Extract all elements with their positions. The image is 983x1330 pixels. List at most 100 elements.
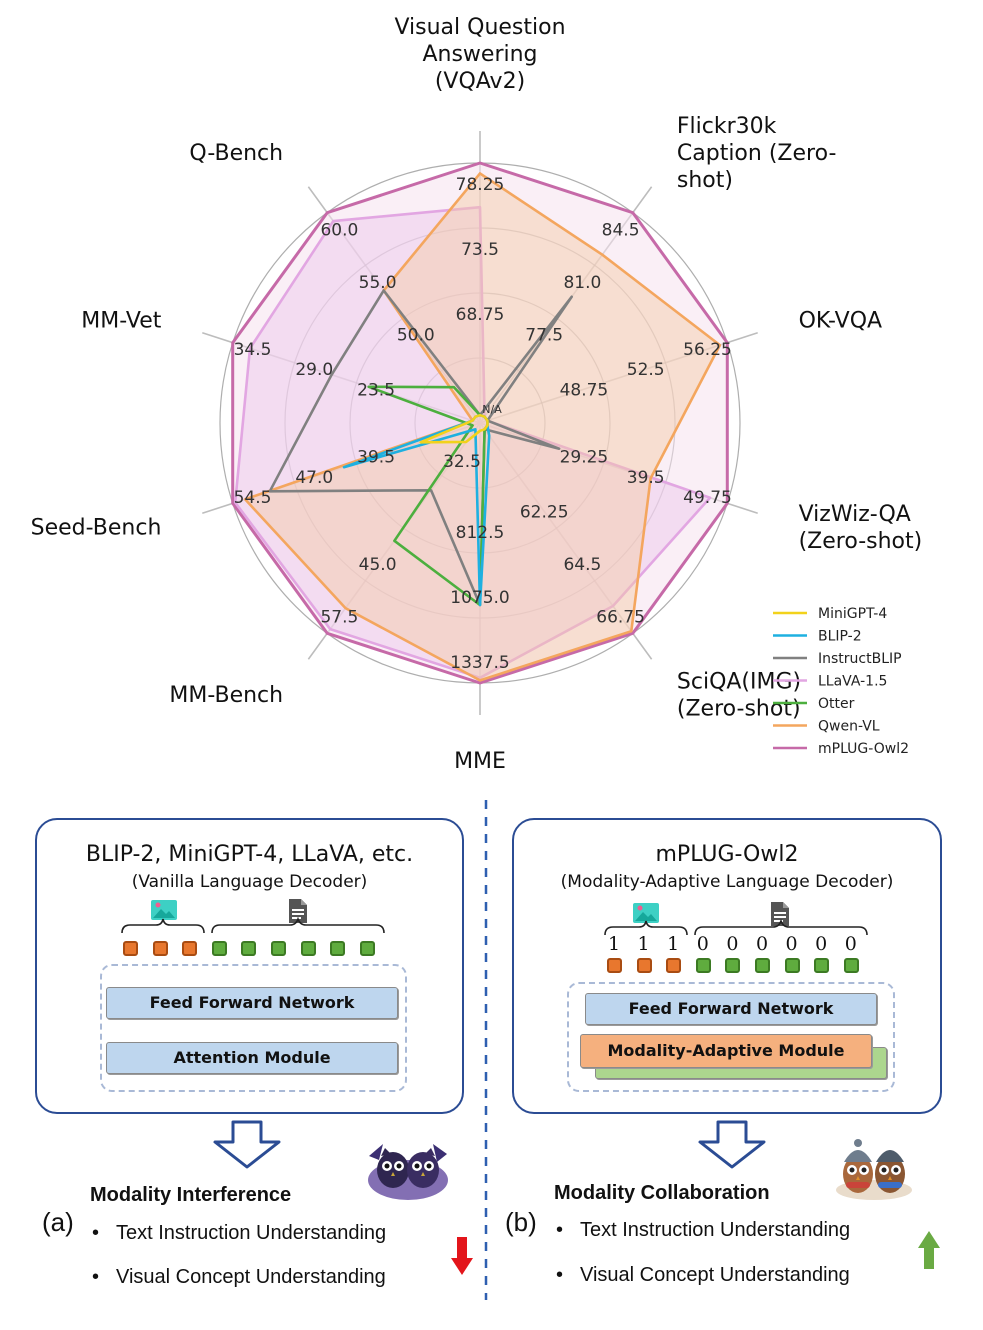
radar-center-label: 32.5 bbox=[443, 452, 481, 472]
radar-tick-label: 23.5 bbox=[357, 380, 395, 400]
bullet-text-instruction: Text Instruction Understanding bbox=[580, 1219, 851, 1241]
radar-axis-label: OK-VQA bbox=[799, 309, 883, 334]
text-token bbox=[695, 958, 711, 973]
radar-tick-label: 39.5 bbox=[357, 448, 395, 468]
legend-item: Otter bbox=[818, 696, 855, 712]
bullet-visual-concept: Visual Concept Understanding bbox=[116, 1266, 386, 1288]
panel-subtitle: (Vanilla Language Decoder) bbox=[131, 872, 368, 892]
text-token bbox=[241, 941, 257, 956]
document-icon bbox=[771, 902, 789, 926]
modality-interference-heading: Modality Interference bbox=[90, 1184, 292, 1206]
legend-item: LLaVA-1.5 bbox=[818, 674, 887, 690]
image-icon bbox=[151, 900, 177, 920]
radar-tick-label: 77.5 bbox=[525, 326, 563, 346]
legend-item: InstructBLIP bbox=[818, 651, 902, 667]
radar-tick-label: 78.25 bbox=[456, 175, 505, 195]
radar-tick-label: 1075.0 bbox=[450, 588, 509, 608]
modality-indicator: 0 bbox=[815, 933, 828, 955]
panel-divider bbox=[484, 800, 488, 1300]
image-token bbox=[152, 941, 168, 956]
image-token-brace bbox=[121, 918, 205, 934]
radar-axis-label: MM-Bench bbox=[169, 683, 283, 708]
text-token-brace bbox=[694, 919, 868, 936]
radar-tick-label: 54.5 bbox=[234, 488, 272, 508]
legend-item: Qwen-VL bbox=[818, 719, 880, 735]
modality-indicator: 1 bbox=[607, 933, 621, 955]
text-token bbox=[814, 958, 830, 973]
radar-tick-label: 57.5 bbox=[320, 608, 358, 628]
radar-tick-labels: 68.75 73.5 78.25 77.5 81.0 84.5 48.75 52.5 56.25… bbox=[234, 175, 732, 673]
radar-tick-label: 68.75 bbox=[456, 305, 505, 325]
hollow-down-arrow-icon bbox=[213, 1120, 281, 1169]
radar-tick-label: 39.5 bbox=[627, 468, 665, 488]
modality-collaboration-heading: Modality Collaboration bbox=[554, 1182, 770, 1204]
image-token bbox=[666, 958, 682, 973]
modality-indicator: 0 bbox=[755, 933, 769, 955]
legend-item: BLIP-2 bbox=[818, 629, 862, 645]
radar-tick-label: 52.5 bbox=[627, 360, 665, 380]
radar-center-label: N/A bbox=[482, 403, 502, 416]
radar-tick-label: 812.5 bbox=[456, 523, 505, 543]
series-mplug-owl2 bbox=[231, 161, 729, 685]
radar-chart: 68.75 73.5 78.25 77.5 81.0 84.5 48.75 52.5 56.25… bbox=[31, 15, 923, 774]
panel-subtitle: (Modality-Adaptive Language Decoder) bbox=[560, 872, 894, 892]
radar-axis-label: VizWiz-QA (Zero-shot) bbox=[799, 502, 923, 554]
modality-indicator: 0 bbox=[726, 933, 739, 955]
radar-tick-label: 47.0 bbox=[295, 468, 333, 488]
radar-tick-label: 50.0 bbox=[397, 326, 435, 346]
legend-item: MiniGPT-4 bbox=[818, 606, 887, 622]
modality-indicator: 1 bbox=[637, 933, 650, 955]
image-token bbox=[607, 958, 622, 973]
bullet-marker: • bbox=[556, 1264, 564, 1286]
feed-forward-layer: Feed Forward Network bbox=[106, 987, 398, 1019]
series-minigpt-4 bbox=[419, 413, 489, 444]
radar-tick-label: 84.5 bbox=[602, 221, 640, 241]
radar-axis-label: Seed-Bench bbox=[31, 516, 162, 541]
radar-series bbox=[231, 161, 729, 685]
radar-tick-label: 34.5 bbox=[234, 340, 272, 360]
image-token bbox=[182, 941, 198, 956]
radar-tick-label: 56.25 bbox=[683, 340, 732, 360]
modality-indicator: 0 bbox=[785, 933, 798, 955]
text-token bbox=[725, 958, 741, 973]
radar-tick-label: 48.75 bbox=[560, 380, 609, 400]
radar-axis-label: Q-Bench bbox=[189, 141, 283, 166]
text-token-brace bbox=[211, 917, 385, 934]
radar-tick-label: 66.75 bbox=[596, 608, 645, 628]
chart-legend: MiniGPT-4 BLIP-2 InstructBLIP LLaVA-1.5 Otte… bbox=[773, 606, 909, 757]
radar-tick-label: 73.5 bbox=[461, 240, 499, 260]
radar-tick-label: 62.25 bbox=[520, 502, 569, 522]
up-arrow-icon bbox=[918, 1231, 940, 1269]
subfigure-label-a: (a) bbox=[42, 1207, 74, 1237]
radar-tick-label: 45.0 bbox=[359, 555, 397, 575]
radar-axis-label: MM-Vet bbox=[81, 309, 161, 334]
image-token bbox=[636, 958, 652, 973]
bullet-visual-concept: Visual Concept Understanding bbox=[580, 1264, 850, 1286]
radar-tick-label: 55.0 bbox=[359, 273, 397, 293]
modality-indicator: 1 bbox=[667, 933, 680, 955]
text-token bbox=[271, 941, 286, 956]
decoder-block bbox=[100, 964, 407, 1092]
series-qwen-vl bbox=[243, 172, 722, 682]
radar-axis-label: Visual Question Answering (VQAv2) bbox=[394, 15, 565, 94]
text-token bbox=[330, 941, 346, 956]
dark-owls-illustration bbox=[368, 1144, 448, 1200]
legend-item: mPLUG-Owl2 bbox=[818, 741, 909, 757]
image-token-brace bbox=[604, 920, 688, 936]
text-token bbox=[784, 958, 800, 973]
panel-title: BLIP-2, MiniGPT-4, LLaVA, etc. bbox=[85, 842, 414, 867]
attention-layer: Attention Module bbox=[106, 1042, 398, 1074]
bullet-marker: • bbox=[92, 1222, 100, 1244]
friendly-owls-illustration bbox=[836, 1139, 912, 1200]
modality-indicator: 0 bbox=[844, 933, 857, 955]
text-token bbox=[359, 941, 375, 956]
text-token bbox=[755, 958, 770, 973]
text-token bbox=[300, 941, 316, 956]
modality-indicator: 0 bbox=[696, 933, 709, 955]
radar-tick-label: 1337.5 bbox=[450, 653, 509, 673]
text-token bbox=[211, 941, 227, 956]
radar-tick-label: 60.0 bbox=[320, 221, 358, 241]
hollow-down-arrow-icon bbox=[698, 1120, 766, 1169]
radar-axis-label: Flickr30k Caption (Zero-shot) bbox=[677, 114, 837, 193]
bullet-marker: • bbox=[92, 1266, 100, 1288]
